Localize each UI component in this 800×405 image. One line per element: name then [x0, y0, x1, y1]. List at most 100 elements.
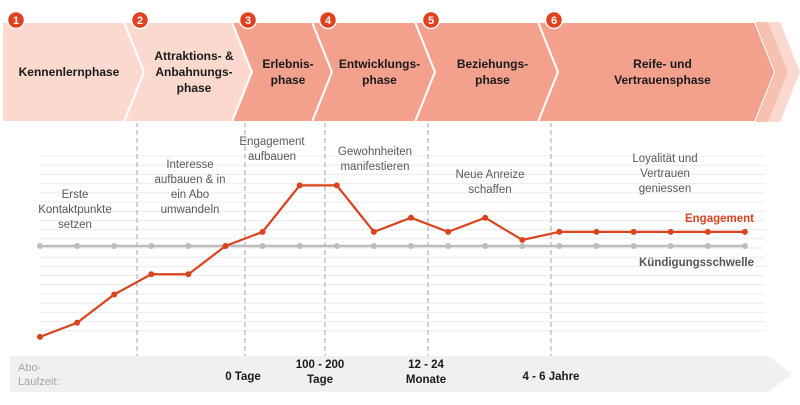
- threshold-point: [259, 243, 266, 249]
- engagement-point: [222, 243, 229, 249]
- phase-label-3: Erlebnis-: [262, 57, 313, 71]
- phase-number-badge-6: [544, 10, 564, 30]
- trailing-chevron: [755, 22, 788, 122]
- phase-label-1: Kennenlernphase: [19, 65, 120, 79]
- phase-description-5: schaffen: [468, 184, 511, 196]
- phase-description-2: ein Abo: [171, 189, 209, 201]
- timeline-label: Laufzeit:: [18, 376, 60, 388]
- phase-number-badge-5: [421, 10, 441, 30]
- timeline-tick-2: Tage: [307, 374, 333, 386]
- engagement-point: [667, 228, 674, 235]
- threshold-point: [370, 243, 377, 249]
- threshold-point: [148, 243, 155, 249]
- phase-chevrons: Kennenlernphase 1 Attraktions- & Anbahnungs…: [1, 10, 800, 123]
- trailing-chevron: [768, 22, 800, 122]
- engagement-point: [593, 228, 600, 235]
- engagement-point: [333, 182, 340, 189]
- phase-chevron-6: [536, 21, 777, 123]
- timeline-tick-4: 4 - 6 Jahre: [523, 371, 580, 383]
- threshold-point: [74, 243, 81, 249]
- engagement-point: [185, 271, 192, 278]
- engagement-point: [296, 182, 303, 189]
- threshold-point: [519, 243, 526, 249]
- phase-label-5: Beziehungs-: [457, 57, 528, 71]
- threshold-point: [667, 243, 674, 249]
- threshold-point: [630, 243, 637, 249]
- phase-label-4: phase: [362, 73, 397, 87]
- threshold-point: [185, 243, 192, 249]
- threshold-point: [593, 243, 600, 249]
- phase-description-6: geniessen: [639, 183, 691, 195]
- phase-label-6: Reife- und: [633, 57, 692, 71]
- threshold-point: [741, 243, 748, 249]
- phase-description-4: manifestieren: [340, 161, 409, 173]
- phase-description-2: Interesse: [166, 159, 213, 171]
- threshold-series-label: Kündigungsschwelle: [639, 257, 754, 269]
- engagement-point: [556, 228, 563, 235]
- timeline-tick-2: 100 - 200: [296, 359, 345, 371]
- phase-description-1: setzen: [58, 219, 92, 231]
- phase-number-1: 1: [13, 15, 19, 27]
- phase-description-6: Loyalität und: [632, 153, 697, 165]
- engagement-point: [74, 319, 81, 326]
- engagement-point: [37, 333, 43, 340]
- engagement-point: [741, 228, 748, 235]
- engagement-point: [408, 214, 414, 221]
- threshold-point: [408, 243, 414, 249]
- phase-label-2: Attraktions- &: [154, 49, 234, 63]
- phase-label-3: phase: [271, 73, 306, 87]
- phase-label-5: phase: [475, 73, 510, 87]
- phase-description-6: Vertrauen: [640, 168, 690, 180]
- timeline: Abo- Laufzeit: 0 Tage 100 - 200 Tage 12 - 24 M…: [10, 356, 792, 392]
- timeline-label: Abo-: [18, 362, 42, 374]
- timeline-tick-3: Monate: [406, 374, 446, 386]
- phase-description-2: aufbauen & in: [155, 174, 226, 186]
- threshold-point: [296, 243, 303, 249]
- phase-number-badge-4: [318, 10, 338, 30]
- phase-label-6: Vertrauensphase: [614, 73, 711, 87]
- phase-label-4: Entwicklungs-: [339, 57, 420, 71]
- engagement-point: [148, 271, 155, 278]
- engagement-point: [259, 228, 266, 235]
- phase-number-3: 3: [245, 15, 251, 27]
- phase-description-2: umwandeln: [161, 204, 220, 216]
- gridlines: [40, 155, 765, 332]
- phase-number-badge-1: [6, 10, 26, 30]
- phase-descriptions: Erste Kontaktpunkte setzen Interesse aufbaue…: [38, 136, 697, 231]
- timeline-tick-1: 0 Tage: [225, 371, 261, 383]
- phase-number-4: 4: [325, 15, 332, 27]
- threshold-point: [556, 243, 563, 249]
- timeline-tick-3: 12 - 24: [408, 359, 444, 371]
- engagement-point: [445, 228, 452, 235]
- phase-description-1: Kontaktpunkte: [38, 204, 112, 216]
- phase-description-5: Neue Anreize: [455, 169, 524, 181]
- threshold-point: [111, 243, 118, 249]
- phase-description-4: Gewohnheiten: [338, 146, 412, 158]
- engagement-line: [39, 184, 745, 338]
- threshold-series: [37, 243, 748, 249]
- engagement-series-label: Engagement: [685, 213, 754, 225]
- threshold-point: [482, 243, 489, 249]
- engagement-point: [630, 228, 637, 235]
- engagement-point: [482, 214, 489, 221]
- threshold-point: [333, 243, 340, 249]
- timeline-arrow: [10, 356, 792, 392]
- phase-number-badge-3: [238, 10, 258, 30]
- phase-number-6: 6: [551, 15, 557, 27]
- engagement-point: [111, 291, 118, 298]
- phase-number-badge-2: [130, 10, 150, 30]
- engagement-point: [519, 236, 526, 243]
- phase-label-2: Anbahnungs-: [155, 65, 232, 79]
- phase-number-2: 2: [137, 15, 143, 27]
- engagement-point: [704, 228, 711, 235]
- phase-description-1: Erste: [62, 189, 89, 201]
- threshold-point: [37, 243, 43, 249]
- threshold-point: [704, 243, 711, 249]
- phase-number-5: 5: [428, 15, 434, 27]
- engagement-point: [370, 228, 377, 235]
- phase-description-3: Engagement: [239, 136, 305, 148]
- threshold-point: [445, 243, 452, 249]
- phase-label-2: phase: [177, 81, 212, 95]
- engagement-series: [37, 182, 748, 340]
